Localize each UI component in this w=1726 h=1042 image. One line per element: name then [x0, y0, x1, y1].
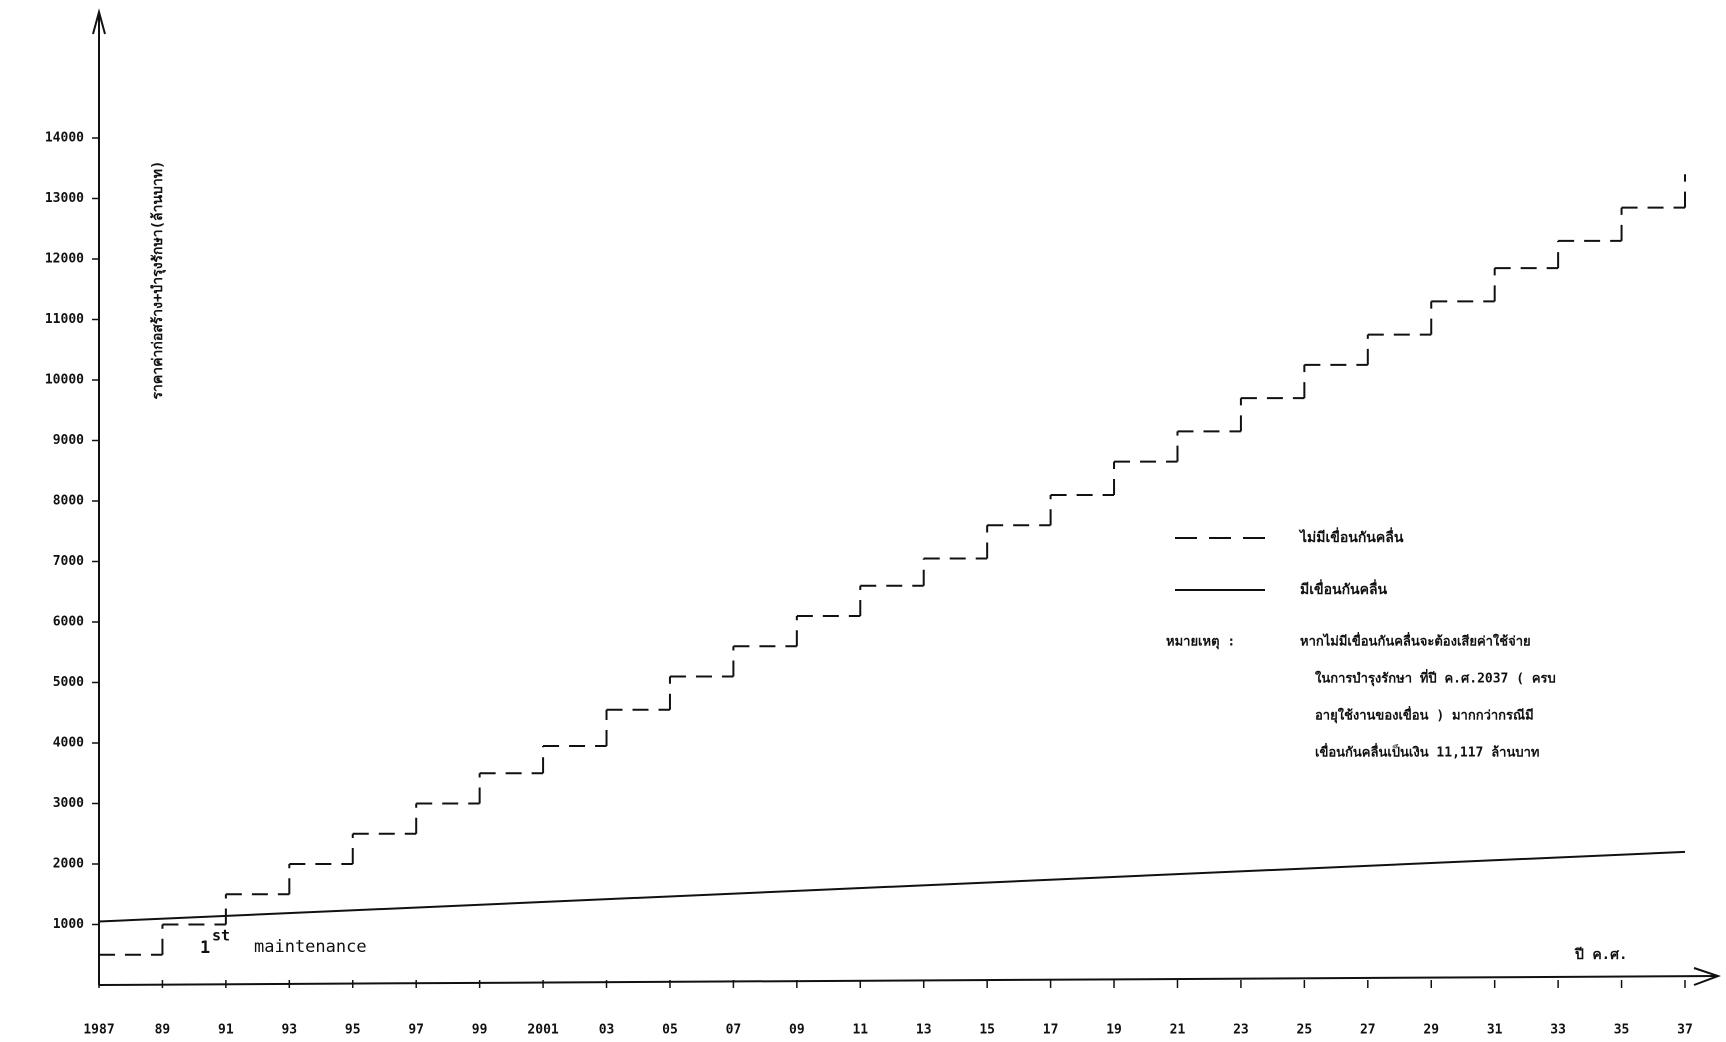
x-tick-label: 35 [1614, 1023, 1630, 1038]
y-tick-label: 10000 [45, 373, 84, 388]
x-tick-label: 25 [1297, 1023, 1313, 1038]
x-tick-label: 21 [1170, 1023, 1186, 1038]
x-tick-label: 07 [726, 1023, 742, 1038]
annotation-sup: st [212, 927, 230, 945]
y-tick-label: 8000 [53, 494, 84, 509]
x-tick-label: 23 [1233, 1023, 1249, 1038]
x-tick-label: 95 [345, 1023, 361, 1038]
x-tick-label: 2001 [527, 1023, 558, 1038]
x-tick-label: 91 [218, 1023, 234, 1038]
y-tick-label: 3000 [53, 796, 84, 811]
annotation: 1 [200, 938, 210, 958]
x-tick-label: 97 [408, 1023, 424, 1038]
y-tick-label: 6000 [53, 615, 84, 630]
x-tick-label: 89 [155, 1023, 171, 1038]
x-tick-label: 93 [281, 1023, 297, 1038]
note-line: หากไม่มีเขื่อนกันคลื่นจะต้องเสียค่าใช้จ่… [1300, 632, 1531, 650]
annotation: maintenance [254, 937, 367, 957]
note-label: หมายเหตุ : [1166, 635, 1235, 650]
y-tick-label: 13000 [45, 191, 84, 206]
x-tick-label: 05 [662, 1023, 678, 1038]
y-axis-label: ราคาค่าก่อสร้าง+บำรุงรักษา(ล้านบาท) [150, 161, 166, 400]
x-tick-label: 11 [852, 1023, 868, 1038]
y-tick-label: 12000 [45, 252, 84, 267]
x-axis-label: ปี ค.ศ. [1574, 947, 1628, 963]
x-tick-label: 17 [1043, 1023, 1059, 1038]
note-line: ในการบำรุงรักษา ที่ปี ค.ศ.2037 ( ครบ [1315, 669, 1556, 687]
x-tick-label: 03 [599, 1023, 615, 1038]
y-tick-label: 14000 [45, 131, 84, 146]
x-tick-label: 15 [979, 1023, 995, 1038]
x-tick-label: 99 [472, 1023, 488, 1038]
y-tick-label: 5000 [53, 675, 84, 690]
y-tick-label: 11000 [45, 312, 84, 327]
legend-label: ไม่มีเขื่อนกันคลื่น [1298, 527, 1404, 546]
legend-label: มีเขื่อนกันคลื่น [1300, 579, 1388, 598]
x-tick-label: 19 [1106, 1023, 1122, 1038]
x-axis [99, 976, 1718, 985]
chart: ราคาค่าก่อสร้าง+บำรุงรักษา(ล้านบาท) ปี ค… [0, 0, 1726, 1042]
note-line: เขื่อนกันคลื่นเป็นเงิน 11,117 ล้านบาท [1315, 743, 1539, 761]
x-tick-label: 29 [1423, 1023, 1439, 1038]
y-tick-label: 9000 [53, 433, 84, 448]
x-tick-label: 1987 [83, 1023, 114, 1038]
x-tick-label: 37 [1677, 1023, 1693, 1038]
x-tick-label: 27 [1360, 1023, 1376, 1038]
y-tick-label: 4000 [53, 736, 84, 751]
y-tick-label: 1000 [53, 917, 84, 932]
x-tick-label: 33 [1550, 1023, 1566, 1038]
y-tick-label: 2000 [53, 857, 84, 872]
x-tick-label: 31 [1487, 1023, 1503, 1038]
x-tick-label: 13 [916, 1023, 932, 1038]
line [99, 852, 1685, 922]
note-line: อายุใช้งานของเขื่อน ) มากกว่ากรณีมี [1315, 706, 1534, 724]
x-tick-label: 09 [789, 1023, 805, 1038]
y-tick-label: 7000 [53, 554, 84, 569]
